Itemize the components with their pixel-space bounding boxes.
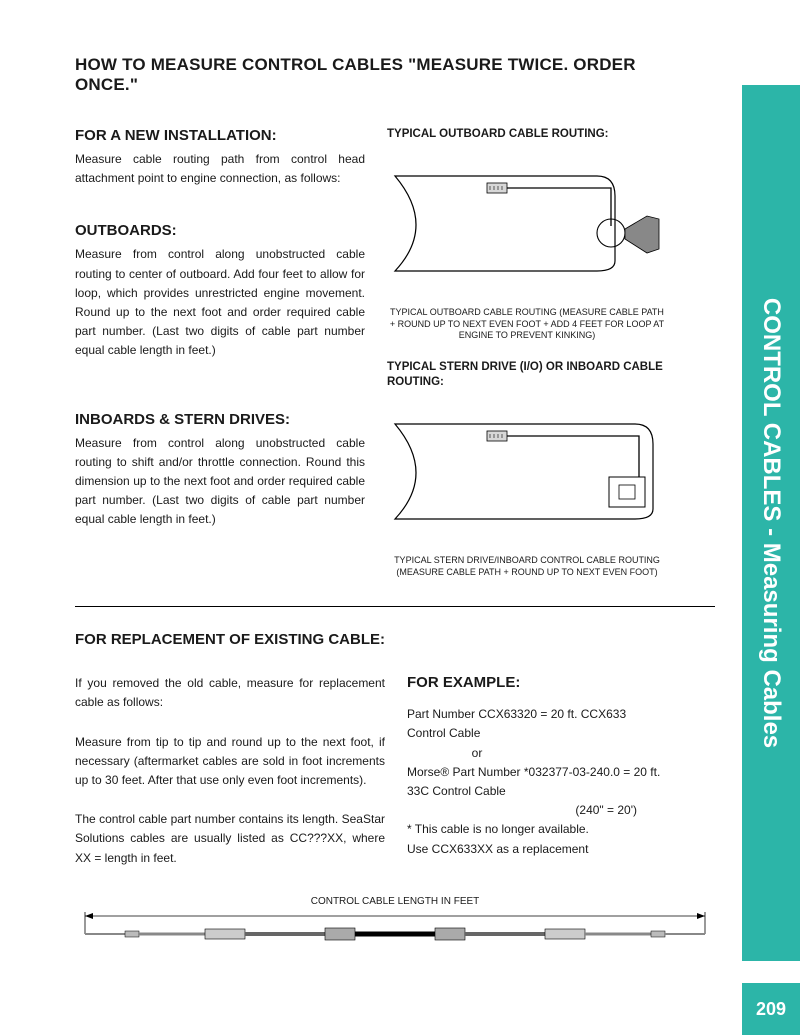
cable-diagram-container: CONTROL CABLE LENGTH IN FEET — [75, 896, 715, 955]
new-install-heading: FOR A NEW INSTALLATION: — [75, 127, 365, 144]
replacement-p3: The control cable part number contains i… — [75, 810, 385, 868]
inboards-body: Measure from control along unobstructed … — [75, 434, 365, 530]
cable-diagram — [75, 910, 715, 950]
outboard-diagram-title: TYPICAL OUTBOARD CABLE ROUTING: — [387, 127, 667, 142]
replacement-p2: Measure from tip to tip and round up to … — [75, 733, 385, 791]
outboard-diagram-caption: TYPICAL OUTBOARD CABLE ROUTING (MEASURE … — [387, 307, 667, 342]
outboards-heading: OUTBOARDS: — [75, 222, 365, 239]
stern-diagram — [387, 394, 667, 544]
inboards-heading: INBOARDS & STERN DRIVES: — [75, 411, 365, 428]
replacement-heading: FOR REPLACEMENT OF EXISTING CABLE: — [75, 631, 667, 648]
cable-diagram-label: CONTROL CABLE LENGTH IN FEET — [75, 896, 715, 908]
example-line5: Use CCX633XX as a replacement — [407, 840, 667, 859]
example-line4: * This cable is no longer available. — [407, 820, 667, 839]
stern-diagram-caption: TYPICAL STERN DRIVE/INBOARD CONTROL CABL… — [387, 555, 667, 578]
new-install-body: Measure cable routing path from control … — [75, 150, 365, 188]
page-content: HOW TO MEASURE CONTROL CABLES "MEASURE T… — [0, 0, 742, 955]
replacement-p1: If you removed the old cable, measure fo… — [75, 674, 385, 712]
stern-diagram-title: TYPICAL STERN DRIVE (I/O) OR INBOARD CAB… — [387, 360, 667, 390]
sidebar-label: CONTROL CABLES - Measuring Cables — [757, 298, 785, 748]
page-number: 209 — [742, 983, 800, 1035]
example-or: or — [407, 744, 547, 763]
example-line1: Part Number CCX63320 = 20 ft. CCX633 Con… — [407, 705, 667, 743]
sidebar-tab: CONTROL CABLES - Measuring Cables — [742, 85, 800, 961]
outboards-body: Measure from control along unobstructed … — [75, 245, 365, 360]
outboard-diagram — [387, 146, 667, 296]
example-line3: (240" = 20') — [407, 801, 667, 820]
example-line2: Morse® Part Number *032377-03-240.0 = 20… — [407, 763, 667, 801]
page-title: HOW TO MEASURE CONTROL CABLES "MEASURE T… — [75, 55, 667, 95]
section-divider — [75, 606, 715, 607]
example-heading: FOR EXAMPLE: — [407, 674, 667, 691]
